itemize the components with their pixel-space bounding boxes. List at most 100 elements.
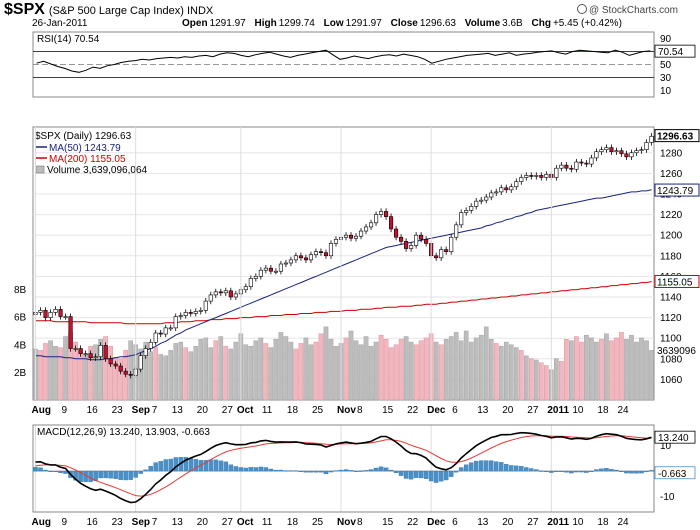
macd-histogram-bar	[163, 459, 168, 472]
macd-histogram-bar	[534, 469, 539, 472]
macd-histogram-bar	[629, 470, 634, 474]
candle-body	[218, 291, 223, 294]
x-tick-label: 8	[357, 517, 363, 528]
candle-body	[474, 200, 479, 207]
volume-bar	[418, 340, 424, 401]
macd-histogram-bar	[358, 470, 364, 472]
volume-bar	[569, 340, 574, 401]
macd-histogram-bar	[549, 470, 554, 473]
macd-histogram-bar	[499, 462, 504, 472]
volume-bar	[448, 336, 454, 401]
macd-histogram-bar	[173, 457, 178, 472]
candle-body	[63, 316, 68, 318]
volume-bar	[233, 341, 239, 401]
macd-histogram-bar	[53, 470, 58, 473]
quote-date: 26-Jan-2011	[32, 18, 88, 29]
volume-bar	[298, 343, 304, 401]
candle-body	[509, 186, 514, 191]
volume-bar	[98, 339, 103, 401]
volume-bar	[493, 343, 499, 401]
candle-body	[198, 310, 203, 312]
volume-bar	[378, 334, 384, 401]
macd-histogram-bar	[393, 470, 399, 474]
candle-body	[399, 236, 404, 242]
macd-histogram-bar	[313, 470, 319, 473]
candle-body	[534, 175, 539, 177]
macd-histogram-bar	[253, 467, 259, 472]
candle-body	[48, 312, 53, 318]
macd-histogram-bar	[298, 470, 304, 473]
price-tick-label: 1140	[660, 292, 682, 303]
volume-bar	[619, 332, 624, 401]
candle-body	[609, 147, 614, 153]
macd-histogram-bar	[278, 469, 284, 472]
x-tick-label: 22	[407, 517, 419, 528]
macd-histogram-bar	[58, 470, 63, 474]
volume-bar	[183, 347, 189, 401]
macd-histogram-bar	[554, 470, 559, 473]
candle-body	[268, 267, 273, 272]
macd-histogram-bar	[148, 466, 153, 472]
index-name-text: (S&P 500 Large Cap Index)	[48, 5, 184, 17]
candle-body	[343, 234, 349, 238]
x-tick-label: 7	[152, 405, 158, 416]
volume-bar	[118, 358, 123, 401]
chart-title: $SPX (S&P 500 Large Cap Index) INDX	[4, 1, 213, 19]
x-tick-label: 27	[527, 517, 539, 528]
brand-label[interactable]: @ StockCharts.com	[577, 4, 678, 16]
x-tick-label: 15	[382, 517, 394, 528]
rsi-legend: RSI(14) 70.54	[37, 34, 100, 45]
low-label: Low	[323, 18, 344, 29]
candle-body	[193, 311, 198, 314]
macd-histogram-bar	[388, 469, 394, 472]
candle-body	[73, 348, 78, 350]
x-tick-label: 11	[262, 517, 273, 528]
candle-body	[173, 316, 178, 329]
x-tick-label: 23	[112, 405, 124, 416]
volume-bar	[599, 339, 604, 401]
candle-body	[313, 251, 319, 256]
rsi-last-value: 70.54	[658, 47, 683, 58]
x-tick-label: Sep	[132, 517, 150, 528]
volume-bar	[614, 337, 619, 401]
volume-bar	[604, 333, 609, 401]
candle-body	[389, 216, 394, 230]
candle-body	[579, 161, 584, 164]
candle-body	[464, 210, 469, 213]
macd-histogram-bar	[43, 469, 48, 472]
x-tick-label: Oct	[237, 405, 254, 416]
macd-histogram-bar	[188, 458, 194, 472]
candle-body	[574, 161, 579, 170]
volume-bar	[373, 341, 379, 401]
x-tick-label: 13	[172, 405, 184, 416]
macd-histogram-bar	[544, 470, 549, 473]
volume-bar	[113, 357, 118, 401]
candle-body	[123, 370, 128, 375]
macd-signal-line	[35, 435, 652, 497]
volume-bar	[193, 345, 199, 401]
candle-body	[118, 365, 123, 372]
candle-body	[599, 149, 604, 153]
candle-body	[323, 252, 329, 257]
candle-body	[619, 150, 624, 155]
volume-bar	[534, 359, 539, 401]
volume-legend-swatch	[35, 165, 45, 174]
volume-bar	[203, 337, 209, 401]
macd-histogram-bar	[38, 467, 43, 472]
volume-bar	[93, 344, 98, 401]
volume-bar	[73, 341, 78, 401]
candle-body	[78, 348, 83, 354]
macd-histogram-bar	[413, 470, 419, 478]
x-tick-label: 20	[502, 517, 514, 528]
volume-bar	[228, 348, 234, 401]
candle-body	[93, 356, 98, 359]
volume-bar	[268, 347, 274, 401]
volume-bar	[53, 345, 58, 401]
macd-histogram-bar	[604, 468, 609, 472]
candle-body	[419, 234, 424, 240]
x-tick-label: 20	[197, 517, 209, 528]
candle-body	[83, 353, 88, 355]
last-close-label: 1296.63	[657, 132, 694, 143]
candle-body	[248, 278, 253, 287]
volume-bar	[528, 358, 534, 401]
